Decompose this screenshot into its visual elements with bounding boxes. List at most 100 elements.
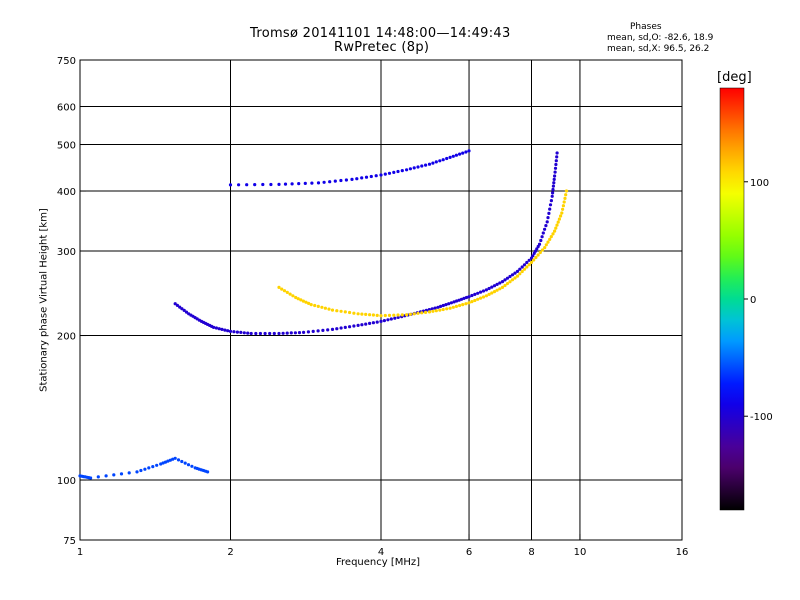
data-point <box>294 295 298 300</box>
data-point <box>322 180 326 184</box>
data-point <box>427 162 432 166</box>
data-point <box>445 156 449 161</box>
data-point <box>339 178 343 183</box>
data-point <box>320 305 324 309</box>
data-point <box>539 238 543 243</box>
data-point <box>487 292 491 296</box>
chart-subtitle: RwPretec (8p) <box>334 40 430 55</box>
data-point <box>449 301 453 305</box>
data-point <box>364 175 369 179</box>
data-point <box>396 315 400 319</box>
legend-o-mode: mean, sd,O: -82.6, 18.9 <box>607 33 714 43</box>
data-point <box>553 174 557 178</box>
colorbar-unit-label: [deg] <box>717 70 752 85</box>
data-point <box>297 331 302 335</box>
data-point <box>360 176 364 180</box>
data-point <box>438 308 442 312</box>
legend-x-mode: mean, sd,X: 96.5, 26.2 <box>607 44 710 54</box>
data-point <box>563 196 567 200</box>
data-point <box>242 331 246 335</box>
data-point <box>559 214 563 218</box>
data-point <box>481 289 486 293</box>
data-point <box>552 177 556 181</box>
data-point <box>182 308 186 312</box>
data-point <box>515 274 520 278</box>
grid-lines <box>80 60 682 540</box>
data-point <box>452 300 456 304</box>
data-point <box>277 182 281 186</box>
data-point <box>518 267 522 271</box>
data-point <box>226 329 230 333</box>
data-point <box>369 174 373 179</box>
data-point <box>555 223 559 227</box>
data-point <box>540 248 545 252</box>
data-point <box>543 246 547 250</box>
data-point <box>495 288 499 292</box>
data-point <box>441 158 445 162</box>
data-point <box>272 331 276 336</box>
data-point <box>540 235 544 239</box>
data-point <box>447 302 451 306</box>
data-point <box>553 166 558 170</box>
data-point <box>555 155 559 159</box>
data-point <box>553 229 557 233</box>
data-point <box>532 258 536 262</box>
data-point <box>459 297 464 301</box>
data-point <box>151 465 155 469</box>
data-point <box>408 167 412 171</box>
data-point <box>139 468 143 473</box>
data-point <box>316 329 320 333</box>
data-point <box>237 183 241 187</box>
data-point <box>467 295 471 299</box>
data-point <box>518 272 522 276</box>
data-point <box>505 276 510 280</box>
data-point <box>261 182 265 187</box>
data-point <box>481 295 486 299</box>
data-point <box>135 470 139 474</box>
data-point <box>281 331 285 335</box>
data-point <box>562 200 566 204</box>
data-point <box>387 171 392 175</box>
data-point <box>467 149 471 153</box>
data-point <box>548 207 552 211</box>
data-point <box>328 180 332 184</box>
data-point <box>525 265 529 269</box>
data-point <box>554 162 558 167</box>
data-point <box>330 327 335 331</box>
data-point <box>400 169 404 173</box>
data-point <box>543 227 547 231</box>
data-point <box>166 459 170 463</box>
data-point <box>392 170 396 174</box>
data-point <box>96 475 100 479</box>
data-point <box>335 309 339 313</box>
data-point <box>536 253 540 257</box>
data-point <box>513 276 517 280</box>
data-point <box>374 174 378 178</box>
data-point <box>387 313 392 317</box>
data-point <box>430 307 434 311</box>
data-points <box>78 149 569 480</box>
data-point <box>277 285 281 289</box>
x-axis-label: Frequency [MHz] <box>336 557 421 568</box>
data-point <box>269 182 273 187</box>
data-point <box>464 295 469 300</box>
data-point <box>383 313 387 318</box>
data-point <box>280 287 284 291</box>
data-point <box>487 286 491 291</box>
y-tick-label: 100 <box>57 476 76 487</box>
x-tick-label: 16 <box>676 547 689 558</box>
data-point <box>382 319 386 323</box>
data-point <box>282 289 287 293</box>
data-point <box>293 331 297 335</box>
data-point <box>547 211 551 215</box>
data-point <box>434 309 438 313</box>
data-point <box>343 325 347 329</box>
data-point <box>551 187 555 192</box>
data-point <box>310 181 314 185</box>
data-point <box>364 322 368 326</box>
data-point <box>161 461 165 465</box>
data-point <box>183 461 187 465</box>
data-point <box>464 150 468 154</box>
data-point <box>455 299 459 303</box>
data-point <box>364 312 368 316</box>
